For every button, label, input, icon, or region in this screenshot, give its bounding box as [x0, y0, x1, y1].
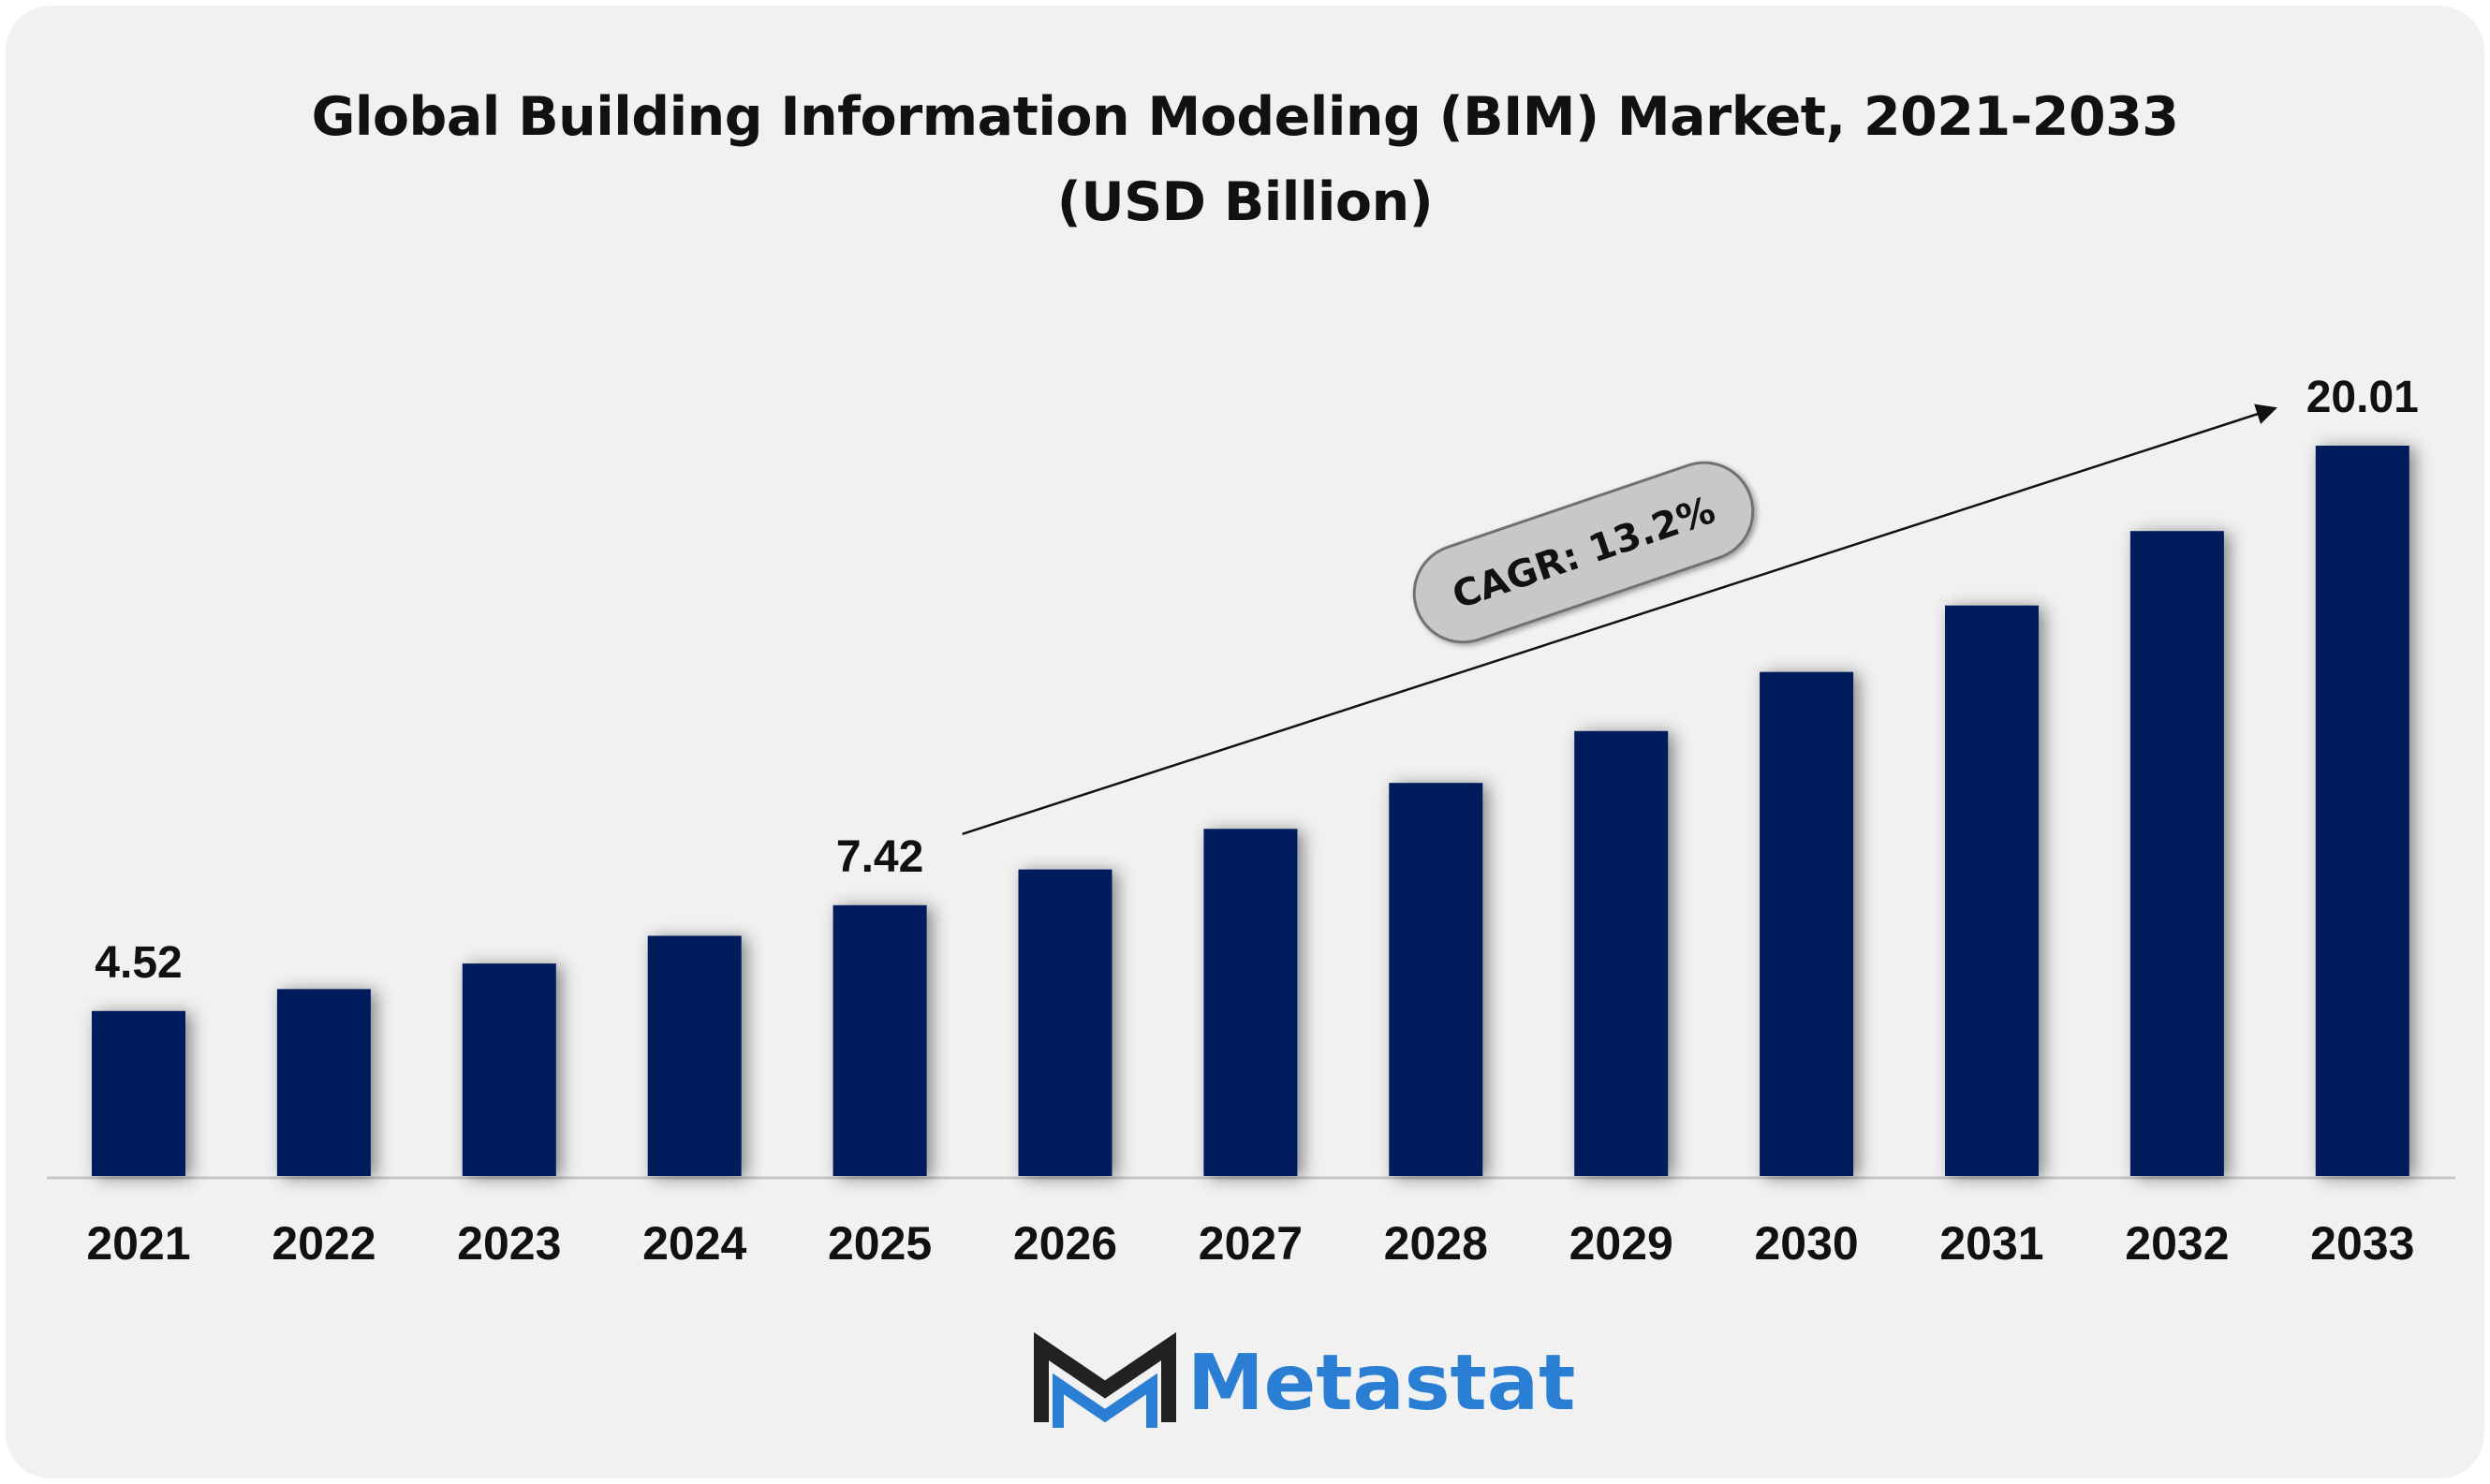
cagr-arrow — [962, 404, 2277, 835]
bar-2025 — [832, 904, 927, 1176]
data-label-2033: 20.01 — [2306, 373, 2419, 422]
bar-2026 — [1018, 869, 1112, 1176]
bar-2024 — [647, 935, 742, 1176]
x-tick-label-2029: 2029 — [1569, 1217, 1673, 1270]
bar-2023 — [462, 963, 556, 1176]
bar-2021 — [92, 1010, 185, 1176]
cagr-badge-background — [1412, 461, 1755, 644]
x-tick-label-2031: 2031 — [1939, 1217, 2043, 1270]
chart-subtitle: (USD Billion) — [1056, 171, 1434, 233]
metastat-m-icon — [1034, 1331, 1176, 1428]
x-tick-label-2027: 2027 — [1199, 1217, 1303, 1270]
bar-2028 — [1389, 783, 1483, 1176]
data-label-2025: 7.42 — [836, 832, 923, 882]
bar-2030 — [1760, 671, 1854, 1176]
bar-2022 — [276, 989, 371, 1176]
x-tick-label-2023: 2023 — [457, 1217, 561, 1270]
x-tick-label-2021: 2021 — [86, 1217, 190, 1270]
x-tick-label-2033: 2033 — [2310, 1217, 2414, 1270]
x-tick-label-2022: 2022 — [272, 1217, 376, 1270]
metastat-logo: Metastat — [1034, 1331, 1575, 1428]
x-tick-labels: 2021 2022 2023 2024 2025 2026 2027 2028 2029 2030… — [86, 1217, 2414, 1270]
bar-2032 — [2129, 531, 2224, 1176]
x-tick-label-2025: 2025 — [828, 1217, 932, 1270]
data-label-2021: 4.52 — [95, 938, 182, 988]
bar-2029 — [1574, 730, 1669, 1176]
chart-title: Global Building Information Modeling (BI… — [311, 86, 2179, 148]
bar-2031 — [1945, 605, 2039, 1176]
cagr-badge: CAGR: 13.2% — [1412, 461, 1755, 644]
data-labels: 4.52 7.42 20.01 — [95, 373, 2419, 988]
x-tick-label-2030: 2030 — [1754, 1217, 1858, 1270]
x-tick-label-2028: 2028 — [1384, 1217, 1488, 1270]
x-tick-label-2024: 2024 — [642, 1217, 746, 1270]
x-tick-label-2032: 2032 — [2125, 1217, 2229, 1270]
bar-series — [92, 446, 2409, 1176]
bar-2033 — [2315, 446, 2409, 1176]
x-tick-label-2026: 2026 — [1013, 1217, 1117, 1270]
metastat-wordmark: Metastat — [1187, 1339, 1575, 1428]
bar-2027 — [1203, 829, 1298, 1176]
